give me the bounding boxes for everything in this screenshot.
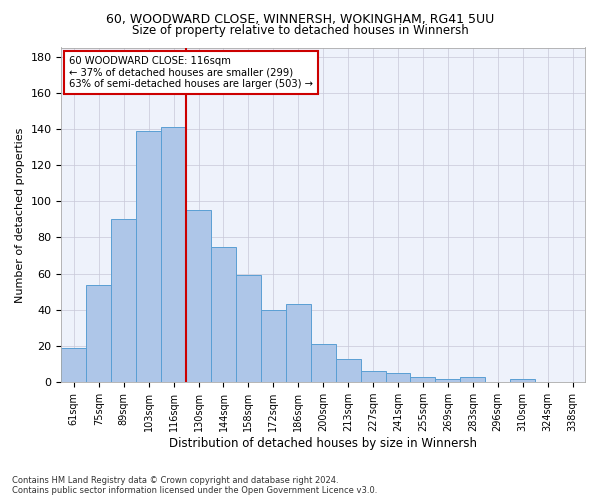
Text: Contains HM Land Registry data © Crown copyright and database right 2024.
Contai: Contains HM Land Registry data © Crown c… [12,476,377,495]
Bar [335,358,361,382]
Bar [86,284,111,382]
Bar [510,378,535,382]
Text: 60, WOODWARD CLOSE, WINNERSH, WOKINGHAM, RG41 5UU: 60, WOODWARD CLOSE, WINNERSH, WOKINGHAM,… [106,12,494,26]
Text: Size of property relative to detached houses in Winnersh: Size of property relative to detached ho… [131,24,469,37]
Bar [261,310,286,382]
Bar [386,373,410,382]
Bar [111,220,136,382]
Y-axis label: Number of detached properties: Number of detached properties [15,127,25,302]
Bar [186,210,211,382]
Bar [61,348,86,382]
Bar [410,377,436,382]
Bar [236,276,261,382]
X-axis label: Distribution of detached houses by size in Winnersh: Distribution of detached houses by size … [169,437,477,450]
Bar [436,378,460,382]
Bar [311,344,335,382]
Bar [460,377,485,382]
Text: 60 WOODWARD CLOSE: 116sqm
← 37% of detached houses are smaller (299)
63% of semi: 60 WOODWARD CLOSE: 116sqm ← 37% of detac… [69,56,313,89]
Bar [211,246,236,382]
Bar [361,372,386,382]
Bar [136,130,161,382]
Bar [286,304,311,382]
Bar [161,127,186,382]
